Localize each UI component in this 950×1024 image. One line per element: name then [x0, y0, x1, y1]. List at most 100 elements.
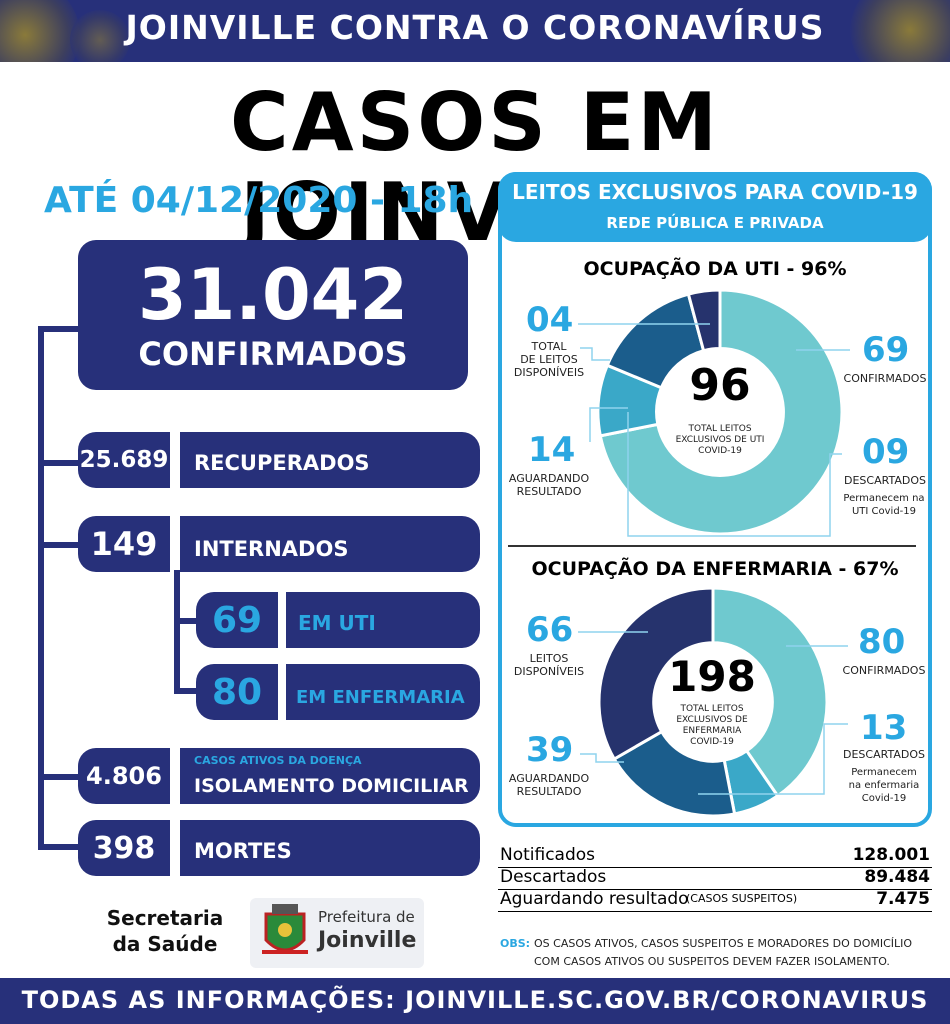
section-divider: [508, 545, 916, 547]
ward-waiting-label-1: AGUARDANDO: [508, 772, 590, 785]
row-value: 89.484: [864, 867, 930, 887]
date-label: ATÉ 04/12/2020 - 18h: [44, 180, 474, 221]
ward-discarded-note-1: Permanecem: [851, 767, 917, 778]
ward-value: 80: [211, 671, 263, 713]
row-label: Descartados: [500, 867, 607, 887]
bottom-banner: [0, 978, 950, 1024]
row-value: 7.475: [876, 889, 930, 909]
tree-line: [174, 618, 200, 624]
deaths-value-box: [78, 820, 170, 876]
hospitalized-value-box: [78, 516, 170, 572]
home-sublabel: CASOS ATIVOS DA DOENÇA: [194, 753, 362, 767]
icu-label-box: [286, 592, 480, 648]
ward-value-box: [196, 664, 278, 720]
ward-confirmed-value: 80: [858, 622, 906, 662]
uti-discarded-label: DESCARTADOS: [844, 474, 926, 487]
row-label: Aguardando resultado: [500, 889, 689, 909]
uti-confirmed-label: CONFIRMADOS: [843, 372, 927, 385]
table-row: Descartados 89.484: [498, 867, 932, 890]
deaths-value: 398: [92, 830, 156, 866]
donut-slice-disponiveis: [686, 288, 722, 353]
confirmed-value: 31.042: [137, 254, 409, 336]
uti-available-value: 04: [526, 300, 574, 340]
obs-prefix: OBS:: [500, 937, 531, 950]
ward-connectors: [578, 631, 848, 795]
hospitalized-label-box: [180, 516, 480, 572]
prefeitura-line2: Joinville: [318, 928, 417, 953]
uti-available-label-1: TOTAL: [531, 340, 567, 353]
coat-of-arms-icon: [262, 904, 308, 954]
uti-connectors: [578, 323, 850, 537]
deaths-label-box: [180, 820, 480, 876]
uti-center-label: TOTAL LEITOS EXCLUSIVOS DE UTI COVID-19: [650, 424, 790, 457]
uti-title: OCUPAÇÃO DA UTI - 96%: [583, 258, 847, 280]
tree-line: [38, 844, 82, 850]
obs-line2: COM CASOS ATIVOS OU SUSPEITOS DEVEM FAZE…: [534, 955, 890, 968]
donut-slice-confirmados: [598, 288, 844, 536]
home-label: ISOLAMENTO DOMICILIAR: [194, 775, 469, 797]
donut-slice-disponiveis: [597, 586, 715, 762]
tree-line: [38, 542, 82, 548]
virus-decoration: [0, 0, 80, 62]
uti-available-label-2: DE LEITOS: [520, 353, 578, 366]
uti-discarded-value: 09: [862, 432, 910, 472]
ward-center-value: 198: [668, 652, 756, 701]
recovered-label-box: [180, 432, 480, 488]
beds-header-line1: LEITOS EXCLUSIVOS PARA COVID-19: [512, 180, 918, 204]
tree-line: [38, 774, 82, 780]
home-label-box: [180, 748, 480, 804]
prefeitura-logo: Prefeitura de Joinville: [250, 898, 424, 968]
home-value-box: [78, 748, 170, 804]
ward-available-label-2: DISPONÍVEIS: [513, 665, 585, 678]
donut-slice-confirmados: [711, 586, 829, 798]
ward-title: OCUPAÇÃO DA ENFERMARIA - 67%: [531, 558, 899, 580]
banner-title: JOINVILLE CONTRA O CORONAVÍRUS: [125, 8, 825, 47]
uti-discarded-note-1: Permanecem na: [843, 493, 925, 504]
confirmed-box: [78, 240, 468, 390]
deaths-label: MORTES: [194, 839, 292, 863]
hospitalized-value: 149: [90, 525, 158, 563]
uti-available-label-3: DISPONÍVEIS: [513, 366, 585, 379]
table-row: Notificados 128.001: [498, 845, 932, 868]
tree-line: [38, 326, 82, 332]
donut-hole: [655, 644, 771, 760]
recovered-value-box: [78, 432, 170, 488]
ward-discarded-value: 13: [860, 708, 908, 748]
uti-center-value: 96: [689, 360, 751, 411]
beds-header-line2: REDE PÚBLICA E PRIVADA: [606, 214, 824, 232]
uti-discarded-note-2: UTI Covid-19: [851, 506, 917, 517]
row-label: Notificados: [500, 845, 596, 865]
footer-link[interactable]: TODAS AS INFORMAÇÕES: JOINVILLE.SC.GOV.B…: [21, 986, 929, 1014]
tree-line: [174, 688, 200, 694]
ward-available-label-1: LEITOS: [529, 652, 569, 665]
uti-discarded-note: Permanecem na UTI Covid-19: [836, 492, 932, 518]
ward-center-label-3: ENFERMARIA: [682, 726, 742, 736]
ward-donut-chart: [597, 586, 829, 818]
uti-donut-chart: [596, 288, 844, 536]
row-note: (CASOS SUSPEITOS): [686, 892, 798, 905]
ward-waiting-label: AGUARDANDO RESULTADO: [504, 772, 594, 798]
top-banner: [0, 0, 950, 62]
secretaria-line2: da Saúde: [112, 932, 218, 956]
tree-line: [38, 460, 82, 466]
ward-center-label-2: EXCLUSIVOS DE: [676, 715, 748, 725]
icu-label: EM UTI: [298, 611, 376, 635]
ward-center-label-1: TOTAL LEITOS: [680, 704, 744, 714]
uti-center-label-1: TOTAL LEITOS: [688, 424, 752, 434]
row-value: 128.001: [852, 845, 930, 865]
icu-value-box: [196, 592, 278, 648]
ward-center-label: TOTAL LEITOS EXCLUSIVOS DE ENFERMARIA CO…: [642, 704, 782, 748]
home-value: 4.806: [86, 762, 162, 790]
table-row: Aguardando resultado (CASOS SUSPEITOS) 7…: [498, 889, 932, 912]
virus-decoration: [70, 10, 130, 62]
secretaria-line1: Secretaria: [106, 906, 224, 930]
uti-confirmed-value: 69: [862, 330, 910, 370]
ward-discarded-label: DESCARTADOS: [843, 748, 925, 761]
secretaria-logo: Secretaria da Saúde: [100, 905, 230, 957]
donut-hole: [658, 350, 782, 474]
hospitalized-label: INTERNADOS: [194, 537, 349, 561]
uti-waiting-label-1: AGUARDANDO: [508, 472, 590, 485]
uti-waiting-label: AGUARDANDO RESULTADO: [504, 472, 594, 498]
ward-label-box: [286, 664, 480, 720]
ward-waiting-value: 39: [526, 730, 574, 770]
